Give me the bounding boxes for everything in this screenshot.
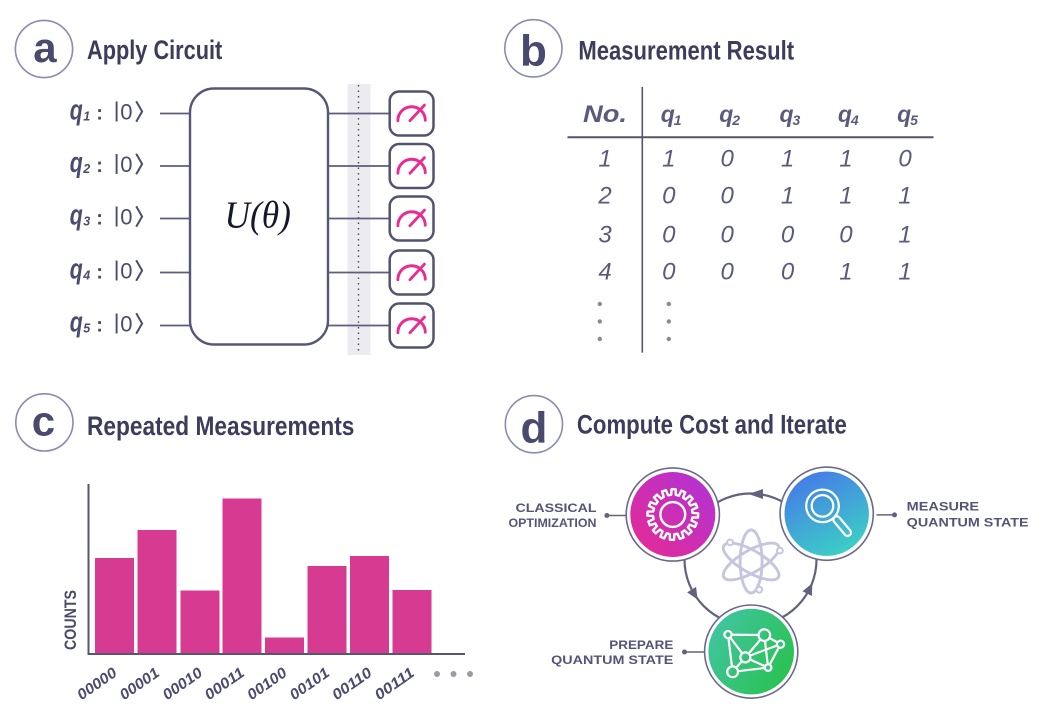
svg-text:PREPARE: PREPARE — [609, 638, 673, 652]
svg-text:1: 1 — [839, 259, 852, 286]
svg-text:q: q — [70, 307, 83, 339]
svg-text:0: 0 — [721, 146, 735, 173]
svg-text:0: 0 — [662, 259, 676, 286]
svg-text:0: 0 — [120, 205, 132, 230]
svg-text:0: 0 — [120, 152, 132, 177]
svg-text:1: 1 — [83, 110, 90, 124]
svg-text:1: 1 — [598, 146, 611, 173]
svg-text:1: 1 — [781, 146, 794, 173]
svg-text:3: 3 — [598, 222, 612, 249]
svg-text:0: 0 — [721, 222, 735, 249]
svg-text:3: 3 — [793, 112, 801, 128]
svg-text:5: 5 — [910, 112, 918, 128]
svg-text:3: 3 — [83, 215, 90, 229]
svg-text:1: 1 — [839, 183, 852, 210]
svg-text:0: 0 — [898, 146, 912, 173]
svg-text:a: a — [33, 24, 57, 71]
svg-text:q: q — [661, 101, 675, 127]
svg-text:MEASURE: MEASURE — [907, 500, 979, 514]
svg-text:q: q — [719, 101, 733, 127]
svg-text:1: 1 — [781, 183, 794, 210]
svg-text:0: 0 — [721, 259, 735, 286]
svg-text:q: q — [897, 101, 911, 127]
svg-text:COUNTS: COUNTS — [61, 590, 80, 650]
svg-text:Measurement Result: Measurement Result — [578, 36, 794, 66]
svg-text:q: q — [70, 147, 83, 179]
svg-text:5: 5 — [83, 322, 91, 336]
svg-text:1: 1 — [898, 183, 911, 210]
svg-text:c: c — [32, 398, 55, 445]
svg-text:2: 2 — [597, 183, 611, 210]
svg-text::: : — [96, 262, 103, 284]
svg-text:No.: No. — [583, 101, 627, 128]
svg-text:q: q — [70, 200, 83, 232]
svg-text:1: 1 — [839, 146, 852, 173]
svg-text:Compute Cost and Iterate: Compute Cost and Iterate — [577, 409, 847, 439]
svg-text:2: 2 — [82, 162, 90, 176]
svg-text:Apply Circuit: Apply Circuit — [87, 35, 222, 65]
svg-text::: : — [96, 103, 103, 125]
svg-text:1: 1 — [662, 146, 675, 173]
svg-text:0: 0 — [662, 183, 676, 210]
svg-text:0: 0 — [120, 100, 132, 125]
svg-text:0: 0 — [839, 222, 853, 249]
svg-text:q: q — [780, 101, 794, 127]
svg-text:1: 1 — [898, 259, 911, 286]
svg-text:0: 0 — [662, 222, 676, 249]
svg-text:4: 4 — [598, 259, 611, 286]
svg-text:Repeated Measurements: Repeated Measurements — [87, 411, 354, 441]
svg-text::: : — [96, 208, 103, 230]
svg-text:1: 1 — [674, 112, 682, 128]
svg-text:0: 0 — [781, 259, 795, 286]
svg-text:0: 0 — [120, 259, 132, 284]
svg-text:2: 2 — [731, 112, 740, 128]
svg-text:0: 0 — [781, 222, 795, 249]
svg-text:0: 0 — [721, 183, 735, 210]
svg-text:QUANTUM STATE: QUANTUM STATE — [551, 653, 673, 667]
svg-text:d: d — [520, 403, 547, 452]
svg-text:OPTIMIZATION: OPTIMIZATION — [509, 516, 597, 530]
svg-text:U(θ): U(θ) — [224, 195, 291, 237]
svg-text:q: q — [70, 95, 83, 127]
svg-text:1: 1 — [898, 222, 911, 249]
svg-text:q: q — [70, 254, 83, 286]
svg-text:0: 0 — [120, 312, 132, 337]
svg-text:CLASSICAL: CLASSICAL — [516, 501, 598, 515]
svg-text:4: 4 — [82, 269, 90, 283]
svg-text:4: 4 — [850, 112, 859, 128]
svg-text::: : — [96, 315, 103, 337]
svg-text:b: b — [520, 26, 547, 75]
svg-text:q: q — [838, 101, 852, 127]
svg-text::: : — [96, 155, 103, 177]
svg-text:QUANTUM STATE: QUANTUM STATE — [907, 515, 1029, 529]
